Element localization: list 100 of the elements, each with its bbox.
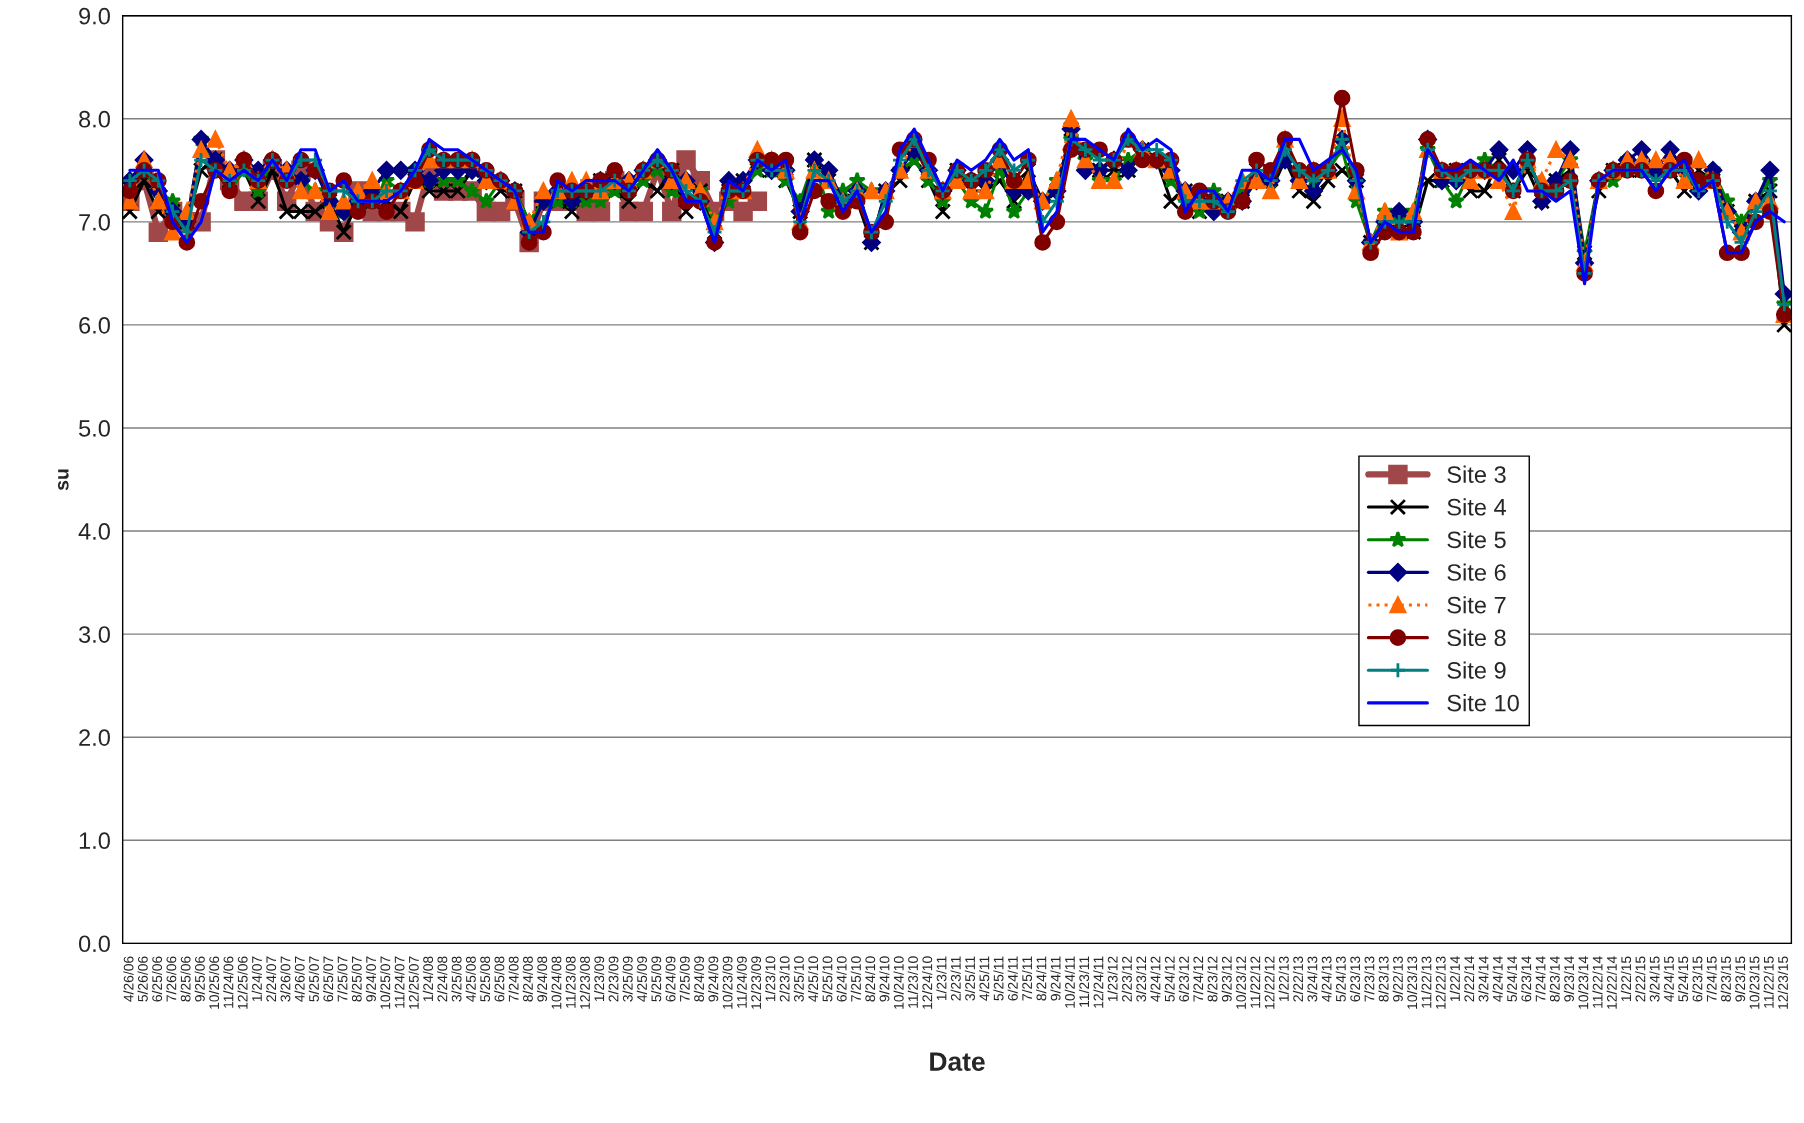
x-tick-label: 11/23/10 xyxy=(907,956,918,1008)
x-tick-label: 10/23/12 xyxy=(1235,956,1246,1009)
x-tick-label: 5/24/14 xyxy=(1506,956,1517,1002)
y-tick-label: 9.0 xyxy=(79,7,110,25)
x-tick-label: 2/23/10 xyxy=(779,956,790,1002)
x-tick-label: 2/24/07 xyxy=(265,956,277,1002)
x-tick-label: 9/24/07 xyxy=(365,956,376,1002)
x-tick-label: 9/23/15 xyxy=(1734,956,1746,1002)
x-tick-label: 9/25/06 xyxy=(194,956,205,1002)
x-tick-label: 11/23/08 xyxy=(565,956,576,1008)
x-tick-label: 6/23/14 xyxy=(1521,956,1532,1002)
x-tick-label: 5/25/10 xyxy=(822,956,833,1002)
y-tick-label: 7.0 xyxy=(79,213,110,231)
x-tick-label: 12/24/10 xyxy=(922,956,933,1009)
x-tick-label: 2/23/11 xyxy=(950,956,961,1001)
x-tick-label: 9/24/10 xyxy=(879,956,890,1002)
x-tick-label: 5/24/12 xyxy=(1164,956,1175,1002)
x-tick-label: 11/22/15 xyxy=(1763,956,1774,1008)
x-tick-label: 7/24/15 xyxy=(1706,956,1717,1002)
x-tick-label: 1/23/11 xyxy=(936,956,947,1001)
legend-label: Site 6 xyxy=(1447,563,1506,581)
x-tick-label: 3/25/10 xyxy=(793,956,804,1002)
x-tick-label: 11/24/07 xyxy=(394,956,405,1008)
x-tick-label: 5/25/07 xyxy=(308,956,319,1002)
x-tick-label: 9/22/13 xyxy=(1392,956,1403,1002)
x-tick-label: 1/22/15 xyxy=(1620,956,1632,1002)
x-tick-label: 8/23/15 xyxy=(1720,956,1731,1002)
x-tick-label: 10/25/07 xyxy=(380,956,391,1009)
x-tick-label: 12/25/07 xyxy=(408,956,419,1009)
x-tick-label: 8/25/06 xyxy=(180,956,191,1002)
x-tick-label: 8/23/14 xyxy=(1549,956,1560,1002)
legend-label: Site 8 xyxy=(1447,628,1506,647)
x-tick-label: 11/24/09 xyxy=(736,956,747,1008)
x-tick-label: 4/25/10 xyxy=(807,956,819,1002)
y-axis-title: su xyxy=(57,469,69,491)
x-tick-label: 3/25/11 xyxy=(964,956,976,1001)
x-tick-label: 12/25/06 xyxy=(237,956,248,1009)
x-tick-label: 1/23/10 xyxy=(765,956,776,1002)
x-tick-label: 10/23/15 xyxy=(1749,956,1760,1009)
x-tick-label: 11/24/06 xyxy=(223,956,234,1008)
x-tick-label: 10/25/06 xyxy=(208,956,220,1009)
x-tick-label: 2/22/13 xyxy=(1292,956,1304,1002)
x-axis-title: Date xyxy=(930,1052,985,1071)
x-tick-label: 1/24/08 xyxy=(422,956,434,1002)
x-tick-label: 7/23/13 xyxy=(1364,956,1375,1002)
x-tick-label: 11/22/12 xyxy=(1250,956,1261,1008)
x-tick-label: 6/24/10 xyxy=(836,956,847,1002)
x-tick-label: 4/26/07 xyxy=(294,956,305,1002)
x-tick-label: 6/25/08 xyxy=(494,956,505,1002)
x-tick-label: 12/22/14 xyxy=(1606,956,1617,1009)
x-tick-label: 6/23/12 xyxy=(1178,956,1189,1002)
x-tick-label: 1/22/13 xyxy=(1278,956,1289,1002)
x-tick-label: 1/22/14 xyxy=(1449,956,1460,1002)
y-tick-label: 2.0 xyxy=(79,729,110,746)
x-tick-label: 1/23/09 xyxy=(593,956,605,1002)
x-tick-label: 3/24/13 xyxy=(1307,956,1318,1002)
x-tick-label: 7/26/06 xyxy=(166,956,177,1002)
x-tick-label: 6/24/09 xyxy=(665,956,676,1002)
x-tick-label: 8/24/10 xyxy=(864,956,876,1002)
x-tick-label: 8/23/12 xyxy=(1207,956,1218,1002)
x-tick-label: 12/24/11 xyxy=(1093,956,1104,1008)
x-tick-label: 4/24/13 xyxy=(1321,956,1332,1002)
x-tick-label: 7/25/09 xyxy=(679,956,690,1002)
x-tick-label: 4/24/14 xyxy=(1492,956,1503,1002)
x-tick-label: 9/24/09 xyxy=(708,956,719,1002)
x-tick-label: 8/25/07 xyxy=(351,956,362,1002)
x-tick-label: 9/23/14 xyxy=(1563,956,1575,1002)
x-tick-label: 4/25/09 xyxy=(636,956,647,1002)
x-tick-label: 6/24/11 xyxy=(1007,956,1018,1001)
legend-label: Site 3 xyxy=(1447,465,1506,483)
y-tick-label: 1.0 xyxy=(79,832,110,850)
x-tick-label: 10/23/09 xyxy=(722,956,733,1009)
x-tick-label: 2/22/14 xyxy=(1463,956,1475,1002)
x-tick-label: 10/23/14 xyxy=(1578,956,1589,1009)
x-tick-label: 5/25/08 xyxy=(479,956,491,1002)
x-tick-label: 6/25/06 xyxy=(151,956,163,1002)
x-tick-label: 11/23/11 xyxy=(1078,956,1090,1007)
x-tick-label: 8/24/08 xyxy=(522,956,533,1002)
x-tick-label: 11/22/13 xyxy=(1421,956,1432,1008)
x-tick-label: 5/25/11 xyxy=(993,956,1004,1001)
x-tick-label: 10/23/13 xyxy=(1406,956,1418,1009)
x-tick-label: 7/25/11 xyxy=(1021,956,1033,1001)
x-tick-label: 1/24/07 xyxy=(251,956,262,1002)
x-tick-label: 3/25/09 xyxy=(622,956,633,1002)
legend-label: Site 5 xyxy=(1447,530,1506,549)
x-tick-label: 9/23/12 xyxy=(1221,956,1232,1002)
x-tick-label: 6/23/15 xyxy=(1692,956,1703,1002)
x-tick-label: 10/24/08 xyxy=(551,956,562,1009)
y-tick-label: 3.0 xyxy=(78,626,110,643)
x-tick-label: 10/24/11 xyxy=(1064,956,1075,1008)
x-tick-label: 4/24/15 xyxy=(1663,956,1674,1002)
x-tick-label: 7/24/12 xyxy=(1193,956,1204,1002)
x-tick-label: 4/25/08 xyxy=(465,956,476,1002)
y-tick-label: 6.0 xyxy=(79,316,110,334)
x-tick-label: 12/23/08 xyxy=(579,956,590,1009)
x-tick-label: 4/24/12 xyxy=(1150,956,1161,1002)
x-tick-label: 7/25/07 xyxy=(337,956,348,1002)
x-tick-label: 8/23/13 xyxy=(1378,956,1389,1002)
x-tick-label: 6/23/13 xyxy=(1349,956,1361,1002)
legend-label: Site 4 xyxy=(1447,498,1506,516)
